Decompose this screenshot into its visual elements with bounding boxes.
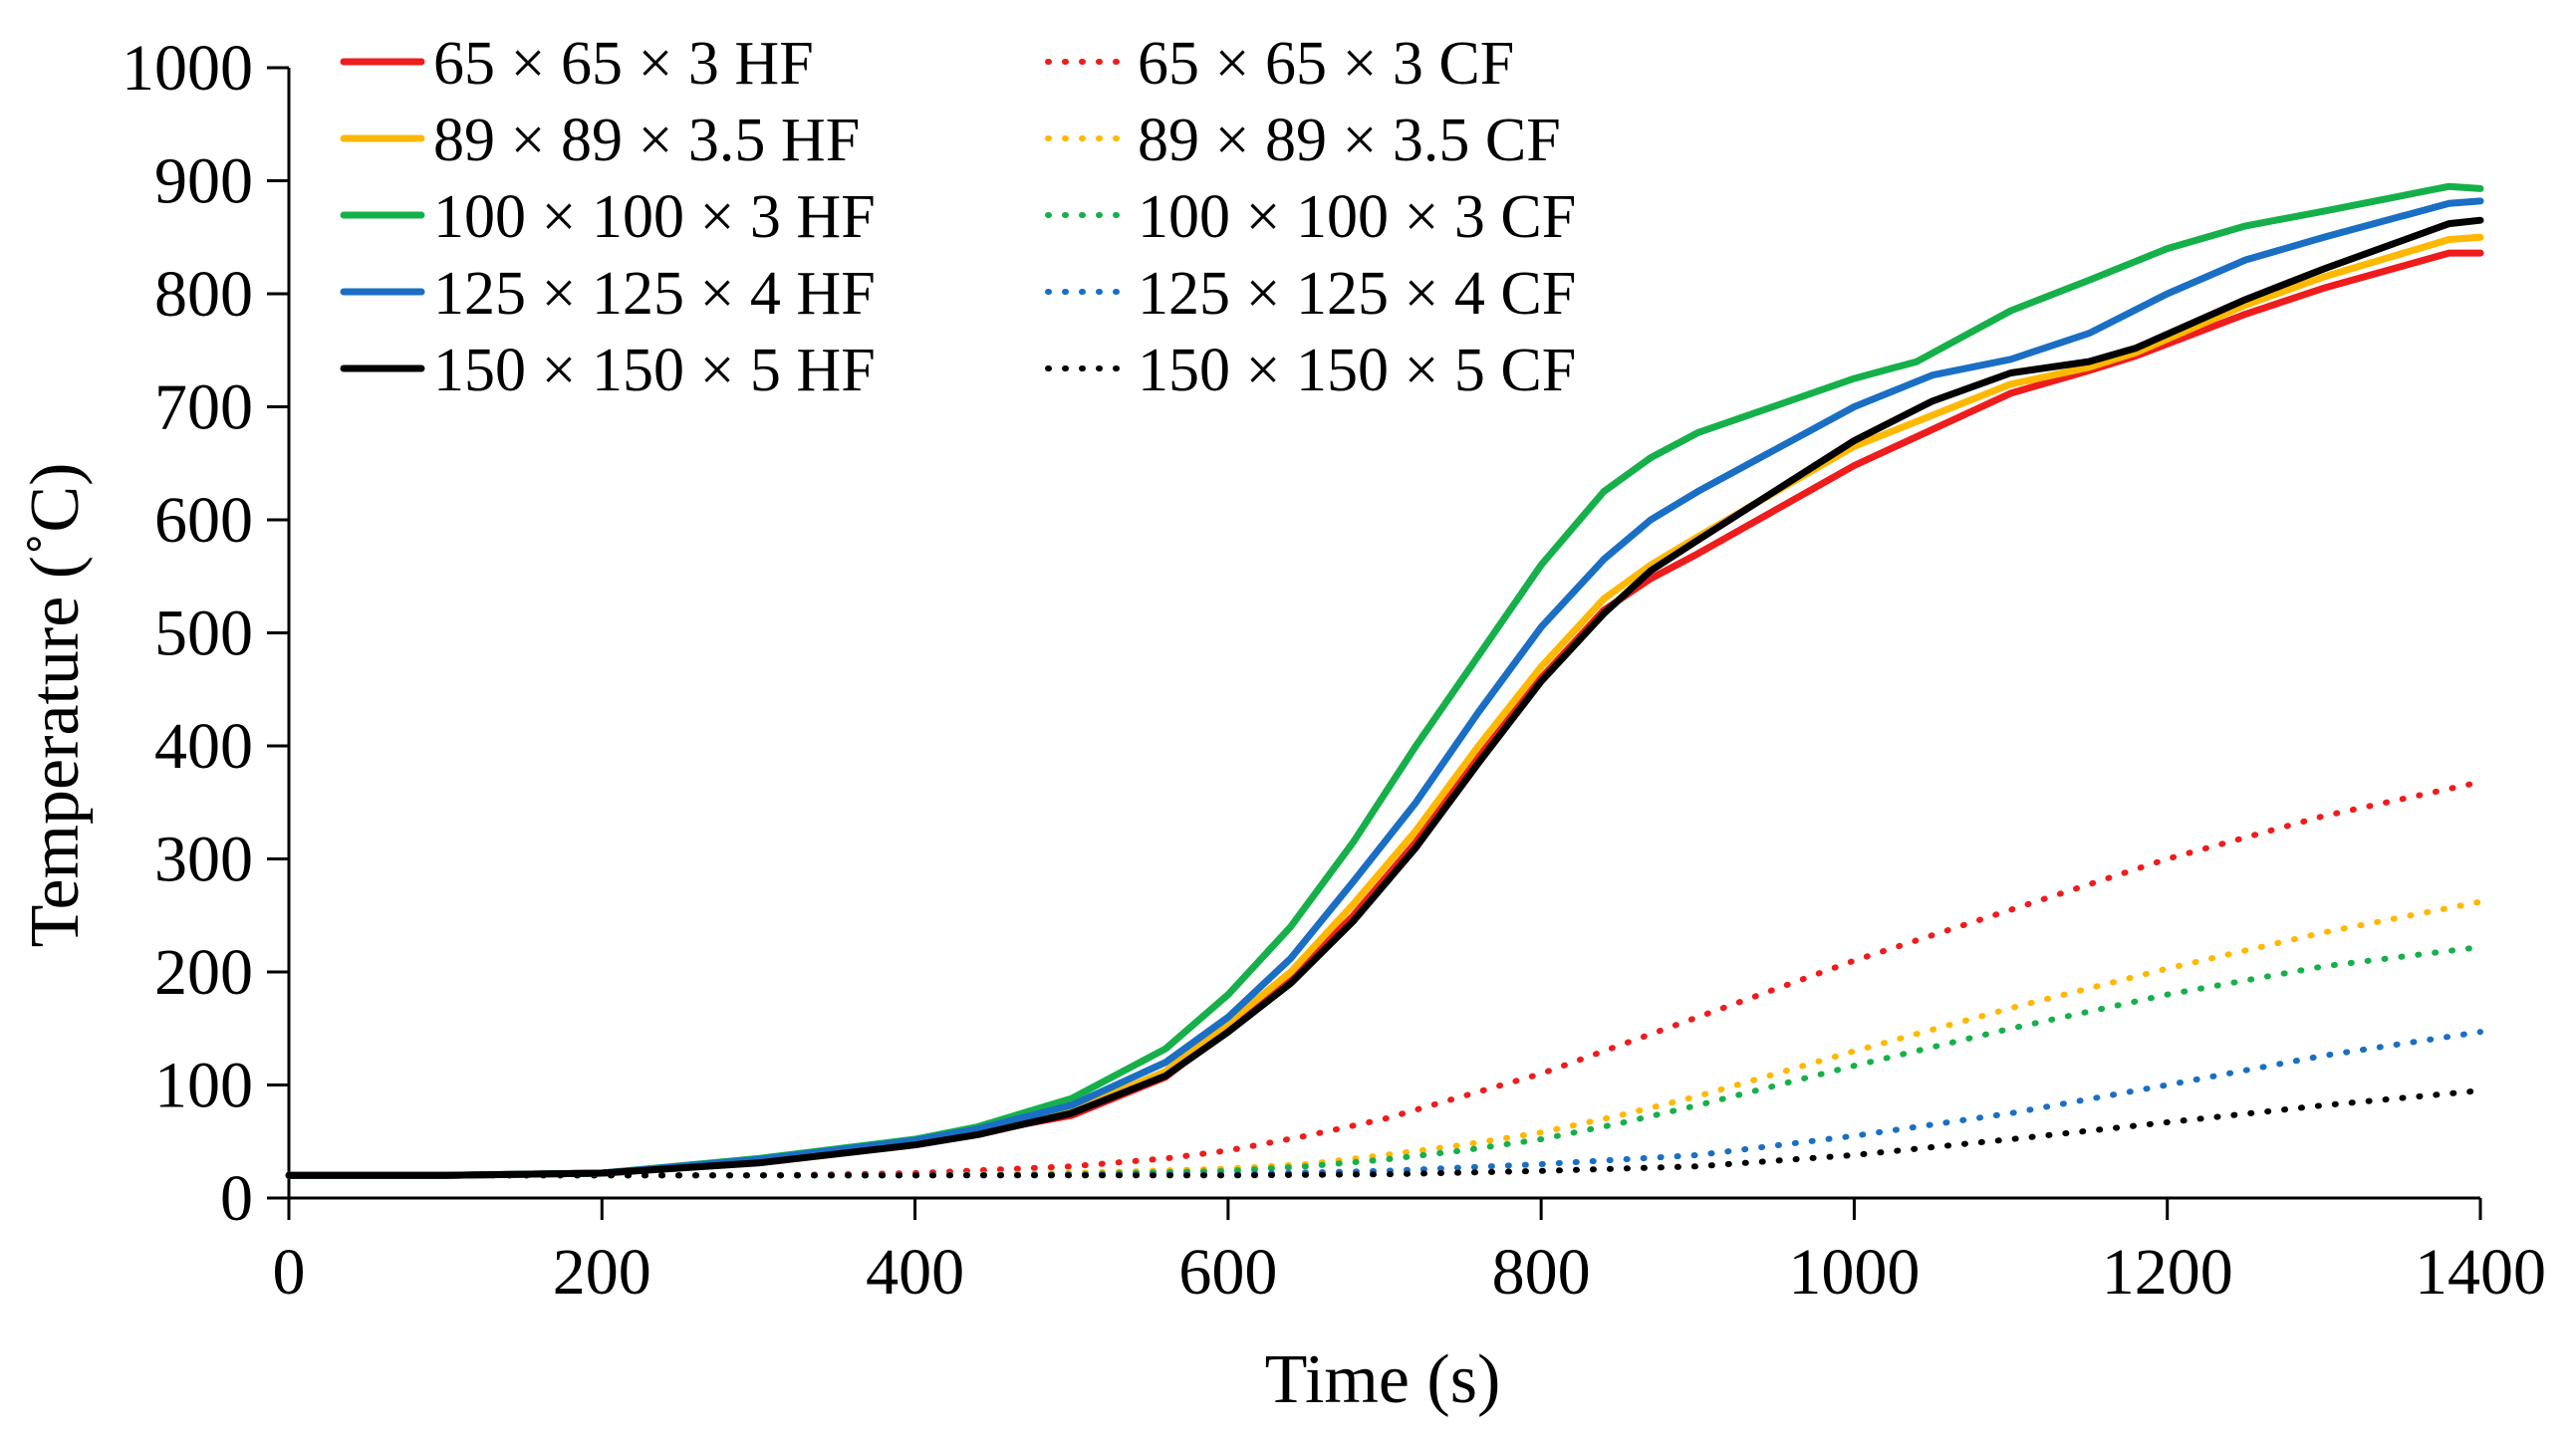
x-tick-label: 800	[1492, 1236, 1591, 1309]
y-tick-label: 500	[154, 598, 253, 670]
y-tick-label: 400	[154, 710, 253, 783]
legend-label: 125 × 125 × 4 HF	[433, 260, 876, 328]
y-tick-label: 300	[154, 824, 253, 896]
legend-label: 150 × 150 × 5 CF	[1138, 337, 1576, 404]
y-tick-label: 900	[154, 145, 253, 218]
y-tick-label: 1000	[122, 32, 253, 105]
series-line-100-100-3-cf	[286, 944, 2483, 1179]
y-tick-label: 200	[154, 936, 253, 1009]
legend-label: 150 × 150 × 5 HF	[433, 337, 876, 404]
legend-label: 65 × 65 × 3 CF	[1138, 30, 1514, 98]
x-tick-label: 1200	[2102, 1236, 2233, 1309]
legend-label: 89 × 89 × 3.5 CF	[1138, 107, 1561, 174]
series-line-125-125-4-hf	[285, 197, 2484, 1179]
series-layer	[285, 182, 2484, 1179]
y-tick-label: 100	[154, 1050, 253, 1122]
x-tick-label: 1400	[2415, 1236, 2546, 1309]
y-axis-label: Temperature (˚C)	[17, 463, 94, 948]
x-tick-label: 400	[866, 1236, 964, 1309]
y-tick-label: 800	[154, 258, 253, 331]
series-line-89-89-3-5-cf	[286, 898, 2483, 1179]
series-line-100-100-3-hf	[285, 182, 2484, 1179]
series-line-150-150-5-cf	[286, 1087, 2483, 1179]
y-tick-label: 700	[154, 371, 253, 444]
legend-label: 100 × 100 × 3 CF	[1138, 183, 1576, 251]
y-tick-label: 0	[220, 1162, 253, 1235]
legend-label: 125 × 125 × 4 CF	[1138, 260, 1576, 328]
legend-label: 89 × 89 × 3.5 HF	[433, 107, 860, 174]
legend: 65 × 65 × 3 HF 89 × 89 × 3.5 HF 100 × 100 …	[340, 30, 1576, 404]
y-tick-label: 600	[154, 484, 253, 557]
x-tick-label: 0	[273, 1236, 306, 1309]
series-line-125-125-4-cf	[286, 1029, 2483, 1179]
axes: 0 100 200 300 400 500 600 700 800 900 1000 0 200 400 6…	[122, 32, 2546, 1309]
x-axis-label: Time (s)	[1265, 1341, 1501, 1418]
legend-label: 100 × 100 × 3 HF	[433, 183, 876, 251]
series-line-150-150-5-hf	[285, 216, 2484, 1179]
x-tick-label: 200	[553, 1236, 651, 1309]
legend-label: 65 × 65 × 3 HF	[433, 30, 814, 98]
x-tick-label: 1000	[1788, 1236, 1920, 1309]
x-tick-label: 600	[1178, 1236, 1277, 1309]
